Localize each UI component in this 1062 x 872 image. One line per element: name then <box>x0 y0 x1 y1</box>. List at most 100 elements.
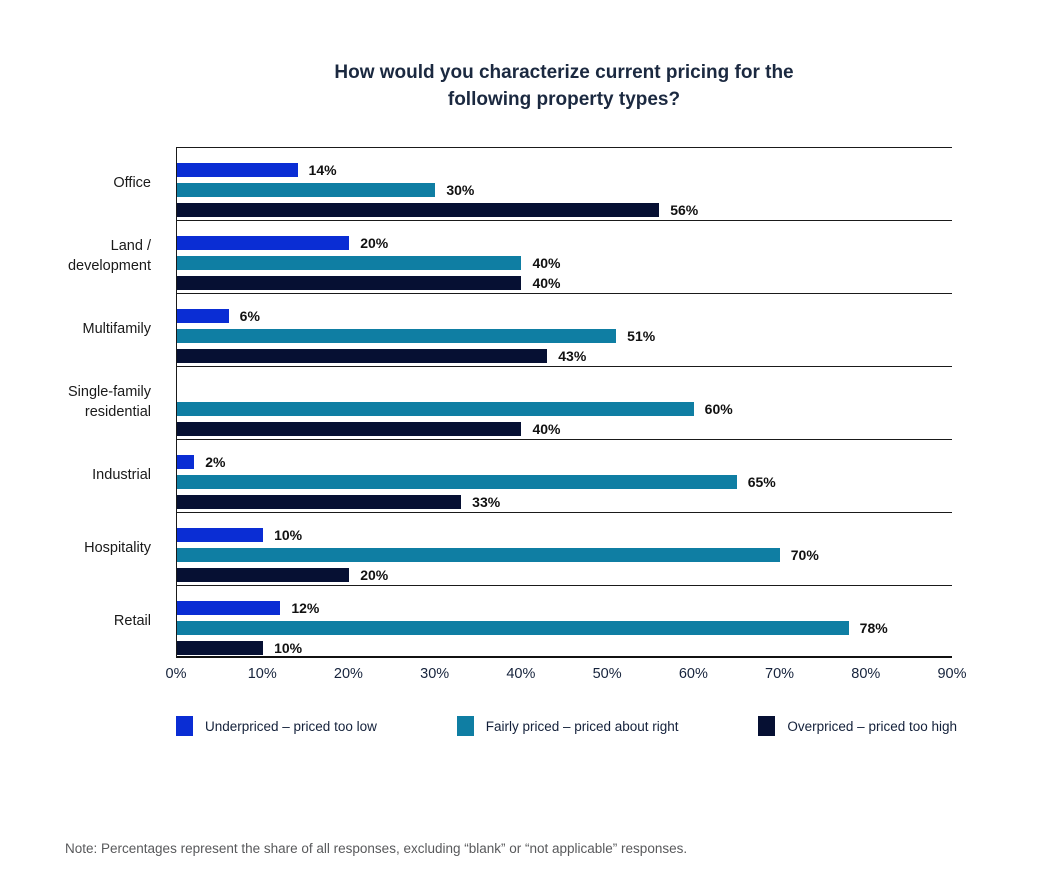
category-label-multifamily: Multifamily <box>82 320 151 337</box>
legend-label-underpriced: Underpriced – priced too low <box>205 718 377 734</box>
bar-row-industrial: 2% 65% 33% <box>177 439 952 512</box>
bar-line-land-development-overpriced: 40% <box>177 275 952 291</box>
bar-line-multifamily-overpriced: 43% <box>177 348 952 364</box>
bar-value-industrial-underpriced: 2% <box>205 454 226 470</box>
bar-retail-overpriced <box>177 641 264 655</box>
category-label-single-family-residential: Single-family residential <box>68 383 151 420</box>
category-label-office: Office <box>113 174 151 191</box>
x-tick-20: 20% <box>333 666 363 682</box>
bar-industrial-overpriced <box>177 495 462 509</box>
bar-retail-fairly-priced <box>177 621 849 635</box>
x-tick-0: 0% <box>165 666 187 682</box>
category-label-industrial: Industrial <box>92 466 151 483</box>
legend-item-overpriced: Overpriced – priced too high <box>758 716 957 736</box>
bar-office-overpriced <box>177 203 660 217</box>
bar-value-office-underpriced: 14% <box>308 162 337 178</box>
x-tick-40: 40% <box>506 666 536 682</box>
bar-value-multifamily-underpriced: 6% <box>239 308 260 324</box>
bar-land-development-overpriced <box>177 276 522 290</box>
bar-industrial-fairly-priced <box>177 475 737 489</box>
bar-hospitality-underpriced <box>177 528 264 542</box>
legend-swatch-underpriced <box>176 716 193 736</box>
bar-line-land-development-underpriced: 20% <box>177 235 952 251</box>
bar-line-hospitality-fairly-priced: 70% <box>177 547 952 563</box>
bar-line-office-underpriced: 14% <box>177 162 952 178</box>
bar-line-office-fairly-priced: 30% <box>177 182 952 198</box>
x-tick-10: 10% <box>247 666 277 682</box>
bar-line-hospitality-overpriced: 20% <box>177 567 952 583</box>
legend-swatch-fairly-priced <box>456 716 474 736</box>
x-axis: 0% 10% 20% 30% 40% 50% 60% 70% 80% 90% <box>166 666 967 686</box>
legend-item-underpriced: Underpriced – priced too low <box>176 716 377 736</box>
bar-value-single-family-residential-overpriced: 40% <box>532 421 561 437</box>
legend-label-fairly-priced: Fairly priced – priced about right <box>485 718 679 734</box>
legend-label-overpriced: Overpriced – priced too high <box>787 718 957 734</box>
bar-line-single-family-residential-underpriced <box>177 382 952 396</box>
bar-row-single-family-residential: 60% 40% <box>177 366 952 439</box>
bar-value-hospitality-overpriced: 20% <box>360 567 389 583</box>
bar-line-single-family-residential-fairly-priced: 60% <box>177 401 952 417</box>
bar-line-industrial-fairly-priced: 65% <box>177 474 952 490</box>
bar-hospitality-overpriced <box>177 568 350 582</box>
category-label-retail: Retail <box>113 612 151 629</box>
x-tick-50: 50% <box>592 666 622 682</box>
bar-value-office-fairly-priced: 30% <box>446 182 475 198</box>
bar-line-hospitality-underpriced: 10% <box>177 527 952 543</box>
category-labels: Office Land / development Multifamily Singl… <box>0 147 164 658</box>
bar-line-office-overpriced: 56% <box>177 202 952 218</box>
bar-value-land-development-fairly-priced: 40% <box>532 255 561 271</box>
legend: Underpriced – priced too low Fairly price… <box>176 716 957 736</box>
bar-value-retail-fairly-priced: 78% <box>859 620 888 636</box>
x-tick-30: 30% <box>420 666 450 682</box>
x-tick-80: 80% <box>851 666 881 682</box>
bar-value-retail-overpriced: 10% <box>274 640 303 656</box>
bar-line-single-family-residential-overpriced: 40% <box>177 421 952 437</box>
bar-row-office: 14% 30% 56% <box>177 147 952 220</box>
x-tick-70: 70% <box>765 666 795 682</box>
bar-value-multifamily-fairly-priced: 51% <box>627 328 656 344</box>
bar-value-office-overpriced: 56% <box>670 202 699 218</box>
bar-value-retail-underpriced: 12% <box>291 600 320 616</box>
bar-multifamily-underpriced <box>177 309 229 323</box>
bar-single-family-residential-fairly-priced <box>177 402 694 416</box>
bar-multifamily-fairly-priced <box>177 329 617 343</box>
bar-value-industrial-overpriced: 33% <box>472 494 501 510</box>
bar-land-development-underpriced <box>177 236 350 250</box>
category-label-hospitality: Hospitality <box>84 539 151 556</box>
x-tick-60: 60% <box>678 666 708 682</box>
x-tick-90: 90% <box>937 666 967 682</box>
bar-line-industrial-underpriced: 2% <box>177 454 952 470</box>
bar-line-land-development-fairly-priced: 40% <box>177 255 952 271</box>
legend-item-fairly-priced: Fairly priced – priced about right <box>456 716 679 736</box>
bar-land-development-fairly-priced <box>177 256 522 270</box>
bar-row-hospitality: 10% 70% 20% <box>177 512 952 585</box>
bar-line-multifamily-fairly-priced: 51% <box>177 328 952 344</box>
bar-single-family-residential-overpriced <box>177 422 522 436</box>
footnote: Note: Percentages represent the share of… <box>65 841 688 856</box>
bar-value-land-development-overpriced: 40% <box>532 275 561 291</box>
category-label-land-development: Land / development <box>67 237 151 274</box>
bar-value-land-development-underpriced: 20% <box>360 235 389 251</box>
bar-value-hospitality-fairly-priced: 70% <box>790 547 819 563</box>
bar-value-industrial-fairly-priced: 65% <box>747 474 776 490</box>
chart-title: How would you characterize current prici… <box>334 62 794 110</box>
bar-line-multifamily-underpriced: 6% <box>177 308 952 324</box>
bar-row-multifamily: 6% 51% 43% <box>177 293 952 366</box>
bar-office-fairly-priced <box>177 183 436 197</box>
bar-value-hospitality-underpriced: 10% <box>274 527 303 543</box>
bar-industrial-underpriced <box>177 455 195 469</box>
bar-office-underpriced <box>177 163 298 177</box>
bar-line-retail-underpriced: 12% <box>177 600 952 616</box>
bar-line-retail-overpriced: 10% <box>177 640 952 656</box>
bar-multifamily-overpriced <box>177 349 548 363</box>
bar-row-retail: 12% 78% 10% <box>177 585 952 658</box>
bar-hospitality-fairly-priced <box>177 548 780 562</box>
plot-area: 14% 30% 56% 20% 40% 40% 6% 51% 43% 60% 40% 2% 65% 33%… <box>176 147 952 658</box>
legend-swatch-overpriced <box>758 716 776 736</box>
bar-retail-underpriced <box>177 601 281 615</box>
bar-line-retail-fairly-priced: 78% <box>177 620 952 636</box>
bar-row-land-development: 20% 40% 40% <box>177 220 952 293</box>
bar-line-industrial-overpriced: 33% <box>177 494 952 510</box>
bar-value-single-family-residential-fairly-priced: 60% <box>704 401 733 417</box>
bar-value-multifamily-overpriced: 43% <box>558 348 587 364</box>
